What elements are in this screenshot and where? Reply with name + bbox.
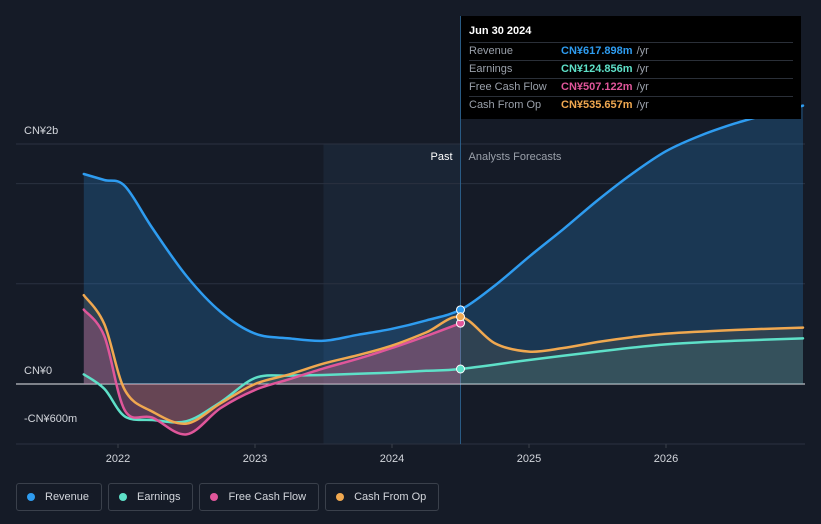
legend-item-free-cash-flow[interactable]: Free Cash Flow <box>199 483 320 511</box>
cash-from-op-point-marker <box>456 312 465 322</box>
tooltip-label: Free Cash Flow <box>469 81 547 93</box>
forecast-region-label: Analysts Forecasts <box>469 151 562 163</box>
legend-label: Earnings <box>137 491 181 503</box>
tooltip-value: CN¥535.657m <box>561 99 633 111</box>
legend-item-cash-from-op[interactable]: Cash From Op <box>325 483 440 511</box>
x-tick-label: 2023 <box>243 453 267 465</box>
cash-from-op-line <box>82 293 805 425</box>
tooltip-row-cash-from-op: Cash From Op CN¥535.657m /yr <box>469 96 793 114</box>
area-layer <box>83 105 804 435</box>
tooltip-unit: /yr <box>636 81 649 93</box>
free-cash-flow-area <box>83 309 461 435</box>
earnings-area <box>83 338 804 423</box>
revenue-dot-icon <box>27 493 35 501</box>
legend-item-earnings[interactable]: Earnings <box>108 483 194 511</box>
x-tick-label: 2024 <box>380 453 404 465</box>
x-tick-label: 2022 <box>106 453 130 465</box>
y-tick-label: -CN¥600m <box>24 413 77 425</box>
legend-label: Revenue <box>45 491 90 503</box>
marker-layer <box>456 305 465 374</box>
y-tick-label: CN¥2b <box>24 125 58 137</box>
free-cash-flow-line <box>82 308 462 436</box>
tooltip-row-free-cash-flow: Free Cash Flow CN¥507.122m /yr <box>469 78 793 96</box>
tooltip-value: CN¥617.898m <box>561 45 633 57</box>
revenue-area <box>83 105 804 384</box>
earnings-line <box>82 337 805 424</box>
tooltip-unit: /yr <box>636 45 649 57</box>
past-region-label: Past <box>430 151 452 163</box>
legend-label: Cash From Op <box>354 491 427 503</box>
tooltip-row-earnings: Earnings CN¥124.856m /yr <box>469 60 793 78</box>
tooltip-unit: /yr <box>636 99 649 111</box>
cash-from-op-area <box>83 295 804 424</box>
free-cash-flow-dot-icon <box>210 493 219 501</box>
x-tick-label: 2025 <box>517 453 541 465</box>
revenue-line <box>82 104 805 343</box>
tooltip-value: CN¥507.122m <box>561 81 633 93</box>
tooltip-value: CN¥124.856m <box>561 63 633 75</box>
legend-item-revenue[interactable]: Revenue <box>16 483 103 511</box>
line-layer <box>82 104 805 436</box>
earnings-dot-icon <box>119 493 128 501</box>
earnings-point-marker <box>456 364 465 374</box>
tooltip-label: Cash From Op <box>469 99 542 111</box>
tooltip-date: Jun 30 2024 <box>469 25 532 37</box>
label-layer: CN¥2b CN¥0 -CN¥600m 2022 2023 2024 2025 2026 Pas… <box>24 125 678 465</box>
legend: Revenue Earnings Free Cash Flow Cash Fro… <box>16 483 440 511</box>
background-layer <box>16 16 805 448</box>
y-tick-label: CN¥0 <box>24 365 52 377</box>
past-region-shade <box>323 144 461 444</box>
tooltip-row-revenue: Revenue CN¥617.898m /yr <box>469 42 793 60</box>
tooltip-label: Revenue <box>469 45 514 57</box>
tooltip-label: Earnings <box>469 63 513 75</box>
x-tick-label: 2026 <box>654 453 678 465</box>
cash-from-op-dot-icon <box>336 493 345 501</box>
tooltip-unit: /yr <box>636 63 649 75</box>
legend-label: Free Cash Flow <box>228 491 307 503</box>
tooltip: Jun 30 2024 Revenue CN¥617.898m /yr Earn… <box>461 16 801 119</box>
